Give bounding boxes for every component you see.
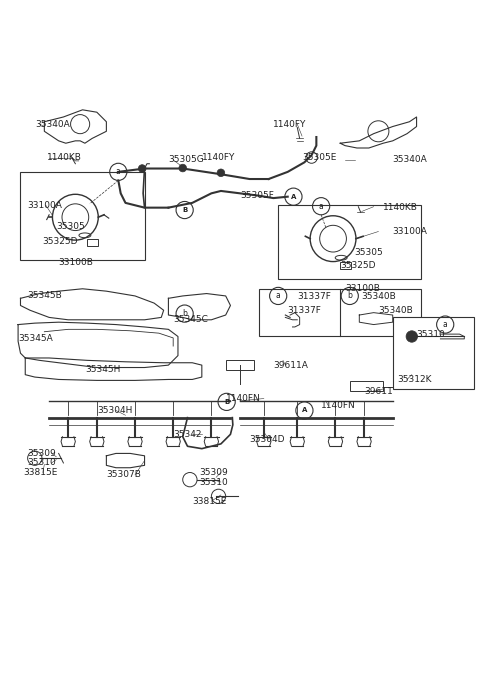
Text: a: a xyxy=(276,291,280,300)
FancyBboxPatch shape xyxy=(393,318,474,389)
Text: 1140FN: 1140FN xyxy=(226,394,261,403)
Text: 35345A: 35345A xyxy=(18,334,53,343)
Bar xyxy=(340,262,351,269)
Text: 35304D: 35304D xyxy=(250,435,285,444)
Text: 33100A: 33100A xyxy=(28,201,62,210)
Text: 35345C: 35345C xyxy=(173,315,208,324)
Text: a: a xyxy=(443,320,447,329)
Text: 35310: 35310 xyxy=(417,330,445,339)
Text: a: a xyxy=(319,202,324,211)
Text: 35340B: 35340B xyxy=(378,306,413,315)
Text: 33100B: 33100B xyxy=(345,284,380,293)
Text: 35325D: 35325D xyxy=(340,261,376,271)
Text: 1140KB: 1140KB xyxy=(383,203,418,212)
Bar xyxy=(226,360,254,370)
Circle shape xyxy=(138,165,146,172)
Text: 35305G: 35305G xyxy=(168,155,204,164)
FancyBboxPatch shape xyxy=(278,205,421,279)
Text: 35309: 35309 xyxy=(28,449,56,458)
Text: 35345B: 35345B xyxy=(28,291,62,300)
Text: 39611A: 39611A xyxy=(274,361,308,369)
Text: 33815E: 33815E xyxy=(192,497,227,505)
Text: 35342: 35342 xyxy=(173,430,202,439)
Text: 39611: 39611 xyxy=(364,387,393,396)
Text: 35304H: 35304H xyxy=(97,406,132,415)
Text: 31337F: 31337F xyxy=(297,292,331,302)
Text: 35325D: 35325D xyxy=(42,236,77,246)
Text: b: b xyxy=(348,291,352,300)
Circle shape xyxy=(179,164,187,172)
Text: 35305E: 35305E xyxy=(302,153,336,162)
Text: A: A xyxy=(302,407,307,413)
Circle shape xyxy=(217,169,225,176)
Text: 1140FY: 1140FY xyxy=(274,120,307,129)
Text: A: A xyxy=(291,194,296,200)
Text: 35312K: 35312K xyxy=(397,375,432,384)
Text: 35310: 35310 xyxy=(199,478,228,487)
Bar xyxy=(87,239,98,246)
Text: 35340B: 35340B xyxy=(362,292,396,302)
Text: 35310: 35310 xyxy=(28,458,56,468)
Text: 35309: 35309 xyxy=(199,468,228,477)
FancyBboxPatch shape xyxy=(21,172,144,260)
Text: 35307B: 35307B xyxy=(107,470,141,479)
Text: 33815E: 33815E xyxy=(23,468,57,477)
Text: a: a xyxy=(116,168,120,176)
Text: 35305: 35305 xyxy=(56,222,85,232)
FancyBboxPatch shape xyxy=(259,289,421,336)
Text: b: b xyxy=(182,309,187,318)
Text: 35340A: 35340A xyxy=(35,120,70,129)
Text: 1140KB: 1140KB xyxy=(47,153,82,162)
Text: 35345H: 35345H xyxy=(85,365,120,374)
Text: 33100A: 33100A xyxy=(393,227,428,236)
Text: 33100B: 33100B xyxy=(59,258,94,267)
Bar xyxy=(350,381,383,392)
Text: B: B xyxy=(224,399,229,405)
Text: 35305F: 35305F xyxy=(240,191,274,201)
Text: 31337F: 31337F xyxy=(288,306,322,315)
Text: 35340A: 35340A xyxy=(393,155,428,164)
Text: B: B xyxy=(182,207,187,213)
Text: 35305: 35305 xyxy=(355,248,384,258)
Circle shape xyxy=(406,330,418,343)
Text: 1140FY: 1140FY xyxy=(202,153,235,162)
Text: 1140FN: 1140FN xyxy=(321,401,356,411)
